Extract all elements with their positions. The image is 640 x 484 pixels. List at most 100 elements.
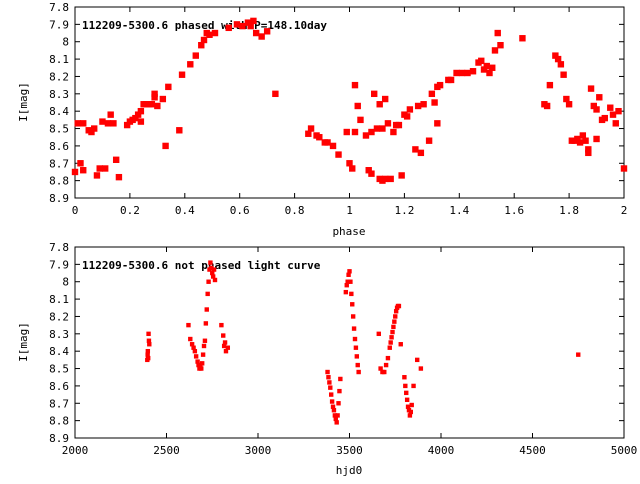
phased-x-tick-label: 1.6 <box>504 204 524 217</box>
phased-data-point <box>137 107 145 115</box>
phased-data-point <box>351 81 359 89</box>
phased-data-points <box>71 17 628 184</box>
phased-data-point <box>574 135 581 143</box>
phased-data-point <box>491 47 499 54</box>
unphased-data-point <box>407 413 413 418</box>
unphased-data-point <box>186 322 191 328</box>
phased-data-point <box>563 95 570 103</box>
phased-data-point <box>612 120 619 127</box>
unphased-y-tick-label: 8.9 <box>49 432 69 445</box>
phased-data-point <box>200 36 208 44</box>
phased-data-point <box>576 139 584 146</box>
unphased-data-point <box>221 333 226 338</box>
unphased-y-tick-label: 8.2 <box>49 310 69 323</box>
phased-data-point <box>478 57 485 65</box>
phased-data-point <box>176 127 183 134</box>
phased-data-point <box>250 17 257 25</box>
phased-x-axis-label: phase <box>332 225 365 238</box>
unphased-y-ticks: 7.8 7.9 8 8.1 8.2 8.3 8.4 8.5 8.6 8.7 8.8 8.9 <box>49 241 624 445</box>
unphased-data-point <box>352 336 358 342</box>
phased-data-point <box>620 165 628 172</box>
phased-data-point <box>93 172 101 179</box>
phased-data-point <box>134 111 142 118</box>
unphased-data-point <box>332 413 338 418</box>
unphased-data-point <box>393 314 398 319</box>
phased-data-point <box>346 160 353 167</box>
unphased-x-tick-label: 2000 <box>62 444 89 457</box>
unphased-data-point <box>145 348 151 354</box>
unphased-data-point <box>146 331 151 337</box>
phased-data-point <box>351 128 359 136</box>
unphased-data-point <box>325 369 330 375</box>
phased-data-point <box>110 120 117 127</box>
phased-data-point <box>554 55 562 63</box>
phased-y-tick-label: 8.1 <box>49 53 69 66</box>
unphased-data-point <box>328 385 333 390</box>
phased-data-point <box>349 165 356 172</box>
phased-data-point <box>585 149 592 157</box>
phased-data-point <box>469 68 477 75</box>
phased-data-point <box>71 168 79 176</box>
unphased-data-point <box>388 340 393 345</box>
unphased-data-point <box>390 329 395 335</box>
phased-data-point <box>546 81 554 89</box>
unphased-data-point <box>347 269 352 274</box>
unphased-data-point <box>210 274 216 279</box>
phased-y-tick-label: 8 <box>62 36 69 49</box>
unphased-data-point <box>195 359 200 364</box>
unphased-x-tick-label: 2500 <box>153 444 180 457</box>
unphased-data-point <box>192 348 198 354</box>
phased-data-point <box>239 22 246 30</box>
unphased-data-point <box>147 342 152 347</box>
unphased-data-point <box>221 343 227 349</box>
unphased-data-point <box>335 413 340 418</box>
unphased-data-points <box>145 260 581 425</box>
unphased-data-point <box>346 272 351 277</box>
unphased-data-point <box>355 362 360 368</box>
phased-data-point <box>483 62 490 70</box>
phased-data-point <box>590 102 598 110</box>
phased-data-point <box>489 64 496 71</box>
unphased-data-point <box>354 354 360 359</box>
phased-data-point <box>80 167 87 174</box>
unphased-data-point <box>387 345 392 350</box>
unphased-data-point <box>199 361 205 366</box>
unphased-data-point <box>405 404 411 409</box>
unphased-data-point <box>189 342 195 347</box>
phased-data-point <box>395 121 403 129</box>
phased-x-tick-label: 0.4 <box>175 204 195 217</box>
phased-data-point <box>368 128 375 136</box>
phased-y-tick-label: 7.8 <box>49 1 69 14</box>
unphased-data-point <box>333 416 338 422</box>
unphased-data-point <box>193 354 199 359</box>
phased-data-point <box>316 134 323 141</box>
phased-data-point <box>398 172 405 179</box>
unphased-data-point <box>330 404 336 409</box>
phased-y-tick-label: 8.3 <box>49 88 69 101</box>
phased-data-point <box>244 19 252 26</box>
phased-data-point <box>252 29 260 37</box>
phased-data-point <box>596 94 603 101</box>
unphased-data-point <box>402 375 407 380</box>
phased-data-point <box>593 135 600 143</box>
phased-data-point <box>115 173 123 181</box>
phased-data-point <box>585 146 592 153</box>
phased-data-point <box>354 102 361 110</box>
unphased-data-point <box>393 309 399 314</box>
unphased-data-point <box>350 314 356 319</box>
phased-y-tick-label: 8.5 <box>49 123 69 136</box>
unphased-data-point <box>327 380 332 385</box>
phased-data-point <box>151 90 158 98</box>
phased-data-point <box>582 137 589 144</box>
phased-data-point <box>74 120 81 127</box>
phased-data-point <box>137 118 145 125</box>
unphased-data-point <box>223 348 229 354</box>
phased-y-tick-label: 7.9 <box>49 18 69 31</box>
unphased-y-tick-label: 8.1 <box>49 293 69 306</box>
phased-data-point <box>104 120 112 127</box>
unphased-data-point <box>334 420 339 425</box>
phased-x-ticks: 0 0.2 0.4 0.6 0.8 1 1.2 1.4 1.6 1.8 2 <box>72 7 627 217</box>
phased-data-point <box>151 94 158 101</box>
